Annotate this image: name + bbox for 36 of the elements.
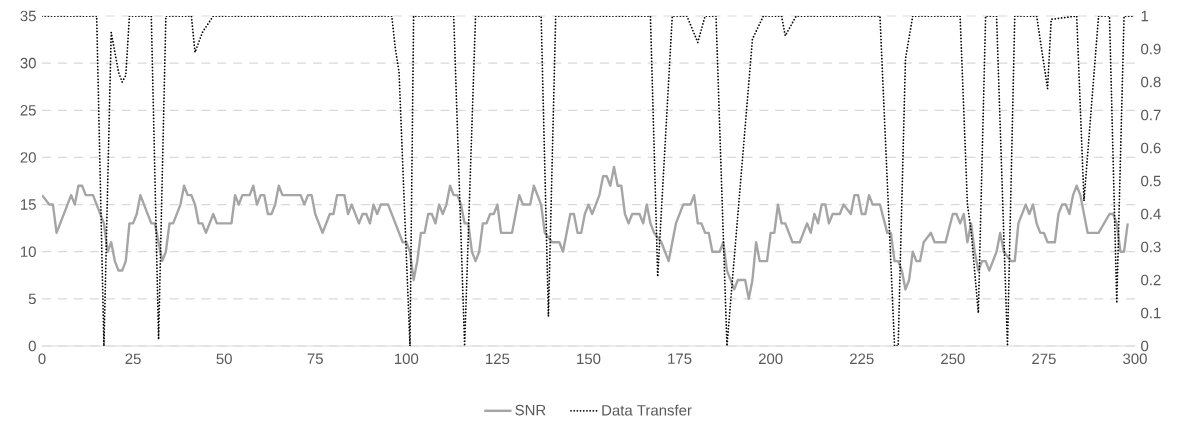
x-tick-label: 50 (216, 353, 232, 365)
x-tick-label: 125 (486, 353, 510, 365)
y2-tick-label: 1 (1141, 10, 1149, 22)
y2-tick-label: 0.2 (1141, 274, 1161, 286)
y-tick-label: 15 (21, 199, 36, 210)
y-tick-label: 35 (20, 10, 36, 22)
x-tick-label: 100 (395, 353, 419, 365)
y2-tick-label: 0.8 (1141, 76, 1161, 88)
y2-tick-label: 0.5 (1141, 175, 1161, 187)
y2-tick-label: 0.9 (1141, 43, 1161, 55)
x-tick-label: 150 (577, 353, 601, 365)
x-tick-label: 0 (38, 353, 46, 365)
x-tick-label: 275 (1032, 353, 1056, 365)
y2-tick-label: 0.1 (1141, 307, 1161, 319)
x-tick-label: 75 (307, 353, 323, 364)
y2-tick-label: 0.7 (1141, 109, 1161, 121)
x-tick-label: 200 (758, 353, 783, 365)
y2-tick-label: 0.4 (1141, 208, 1161, 220)
y2-tick-label: 0.3 (1141, 241, 1161, 253)
y2-tick-label: 0 (1141, 340, 1149, 352)
x-tick-label: 175 (668, 353, 692, 364)
line-series (42, 165, 1129, 301)
y-tick-label: 5 (28, 293, 36, 305)
x-tick-label: 225 (850, 353, 874, 365)
y2-tick-label: 0.6 (1141, 142, 1161, 154)
y-tick-label: 20 (20, 152, 36, 163)
y-tick-label: 25 (20, 104, 36, 116)
x-tick-label: 250 (941, 353, 965, 365)
y-tick-label: 0 (28, 340, 36, 352)
legend-label: SNR (515, 404, 546, 416)
x-tick-label: 25 (125, 353, 141, 365)
x-tick-label: 300 (1123, 353, 1147, 365)
y-tick-label: 10 (21, 246, 36, 257)
legend-label: Data Transfer (602, 404, 692, 416)
y-tick-label: 30 (20, 57, 36, 69)
line-series (42, 16, 1135, 346)
